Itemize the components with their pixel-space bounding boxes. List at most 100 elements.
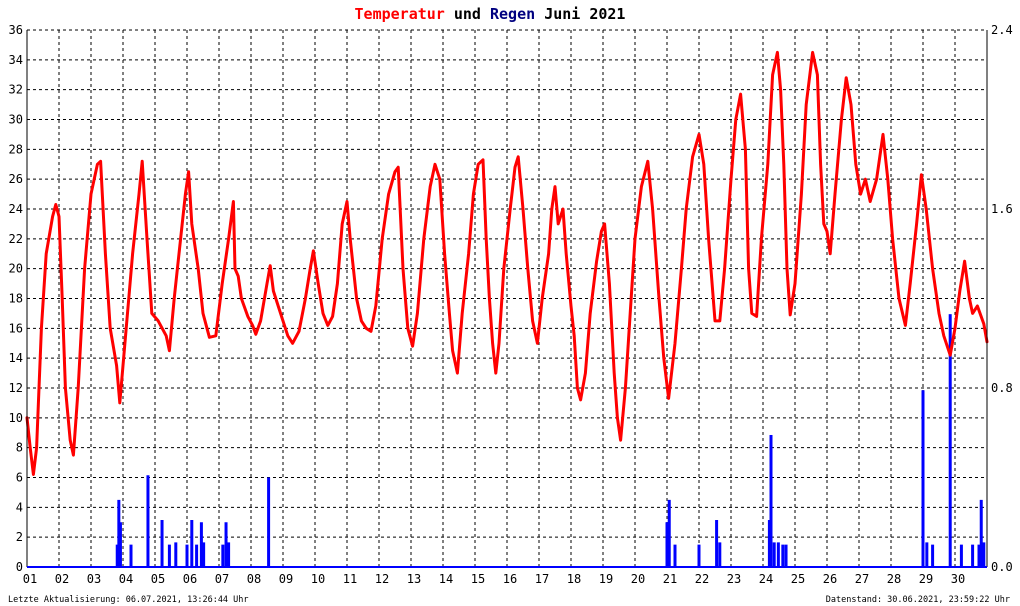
rain-bar xyxy=(781,544,785,567)
y-right-tick-label: 0.8 xyxy=(991,381,1013,395)
chart-axes xyxy=(26,30,988,568)
rain-bar xyxy=(772,542,776,567)
rain-bar xyxy=(199,522,203,567)
x-tick-label: 10 xyxy=(311,572,325,586)
x-tick-label: 27 xyxy=(855,572,869,586)
chart-grid xyxy=(26,29,987,568)
y-tick-label: 22 xyxy=(9,232,23,246)
rain-bar xyxy=(667,499,671,567)
x-tick-label: 15 xyxy=(471,572,485,586)
y-tick-label: 10 xyxy=(9,411,23,425)
title-regen: Regen xyxy=(490,5,535,23)
x-tick-label: 24 xyxy=(759,572,773,586)
footer-last-update: Letzte Aktualisierung: 06.07.2021, 13:26… xyxy=(8,595,249,605)
title-month: Juni 2021 xyxy=(544,5,625,23)
x-tick-label: 11 xyxy=(343,572,357,586)
x-tick-label: 03 xyxy=(87,572,101,586)
y-right-tick-label: 2.4 xyxy=(991,23,1013,37)
rain-bar xyxy=(769,434,773,567)
y-tick-label: 24 xyxy=(9,202,23,216)
x-tick-label: 28 xyxy=(887,572,901,586)
rain-bar xyxy=(117,499,121,567)
y-tick-label: 6 xyxy=(16,471,23,485)
rain-bar xyxy=(767,520,771,567)
x-tick-label: 04 xyxy=(119,572,133,586)
rain-bar xyxy=(959,544,963,567)
rain-bar xyxy=(195,544,199,567)
chart-title: Temperatur und Regen Juni 2021 xyxy=(355,5,626,23)
x-tick-label: 18 xyxy=(567,572,581,586)
title-und: und xyxy=(454,5,481,23)
rain-bar xyxy=(931,544,935,567)
rain-bar xyxy=(948,314,952,567)
x-tick-label: 20 xyxy=(631,572,645,586)
y-tick-label: 8 xyxy=(16,441,23,455)
y-tick-label: 26 xyxy=(9,172,23,186)
y-tick-label: 14 xyxy=(9,351,23,365)
temperature-series-line xyxy=(25,50,989,476)
rain-bar xyxy=(665,522,669,567)
y-right-tick-label: 0.0 xyxy=(991,560,1013,574)
y-tick-label: 34 xyxy=(9,53,23,67)
y-tick-label: 2 xyxy=(16,530,23,544)
rain-bar xyxy=(921,390,925,567)
x-tick-label: 29 xyxy=(919,572,933,586)
rain-bar xyxy=(925,542,929,567)
x-tick-labels: 01 02 03 04 05 06 07 08 09 10 11 12 13 14 15 16 17 18 19 20… xyxy=(23,572,965,586)
footer-data-status: Datenstand: 30.06.2021, 23:59:22 Uhr xyxy=(826,595,1010,605)
x-tick-label: 02 xyxy=(55,572,69,586)
x-tick-label: 23 xyxy=(727,572,741,586)
rain-bar xyxy=(118,522,122,567)
rain-bar xyxy=(174,542,178,567)
x-tick-label: 13 xyxy=(407,572,421,586)
rain-bar xyxy=(115,544,119,567)
rain-bar xyxy=(776,542,780,567)
rain-bar xyxy=(971,544,975,567)
y-tick-label: 18 xyxy=(9,292,23,306)
x-tick-label: 17 xyxy=(535,572,549,586)
y-right-tick-label: 1.6 xyxy=(991,202,1013,216)
x-tick-label: 22 xyxy=(695,572,709,586)
rain-bar xyxy=(202,542,206,567)
x-tick-label: 25 xyxy=(791,572,805,586)
rain-bar xyxy=(697,544,701,567)
x-tick-label: 21 xyxy=(663,572,677,586)
y-tick-label: 32 xyxy=(9,83,23,97)
x-tick-label: 05 xyxy=(151,572,165,586)
rain-bar xyxy=(129,544,133,567)
y-tick-label: 12 xyxy=(9,381,23,395)
rain-bar xyxy=(160,520,164,567)
rain-bars xyxy=(115,314,986,567)
x-tick-label: 01 xyxy=(23,572,37,586)
title-temperature: Temperatur xyxy=(355,5,445,23)
rain-bar xyxy=(227,542,231,567)
x-tick-label: 12 xyxy=(375,572,389,586)
y-tick-label: 36 xyxy=(9,23,23,37)
temperature-line xyxy=(25,50,989,476)
y-tick-label: 28 xyxy=(9,142,23,156)
y-tick-label: 30 xyxy=(9,113,23,127)
x-tick-label: 09 xyxy=(279,572,293,586)
right-y-tick-labels: 0.0 0.8 1.6 2.4 xyxy=(991,23,1013,574)
x-tick-label: 07 xyxy=(215,572,229,586)
rain-bar xyxy=(979,499,983,567)
rain-bar xyxy=(221,544,225,567)
rain-bar xyxy=(977,544,981,567)
y-tick-label: 20 xyxy=(9,262,23,276)
x-tick-label: 30 xyxy=(951,572,965,586)
x-tick-label: 16 xyxy=(503,572,517,586)
x-tick-label: 14 xyxy=(439,572,453,586)
x-tick-label: 26 xyxy=(823,572,837,586)
x-tick-label: 08 xyxy=(247,572,261,586)
rain-bar xyxy=(267,477,271,567)
rain-bar xyxy=(167,544,171,567)
rain-bar xyxy=(715,520,719,567)
x-tick-label: 06 xyxy=(183,572,197,586)
rain-bar xyxy=(673,544,677,567)
rain-bar xyxy=(146,475,150,567)
y-tick-label: 0 xyxy=(16,560,23,574)
rain-bar xyxy=(718,542,722,567)
rain-bar xyxy=(784,544,788,567)
